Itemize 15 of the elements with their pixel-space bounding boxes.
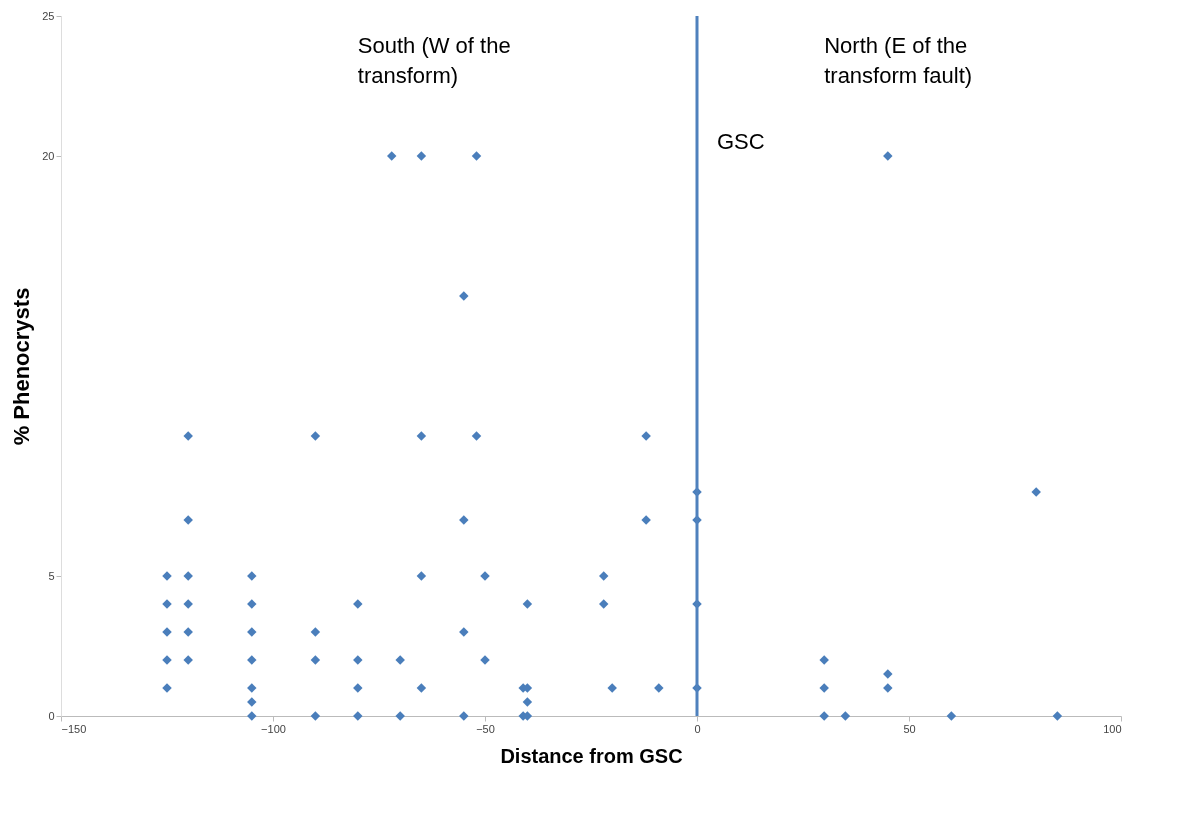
x-tick-label: −150 (61, 722, 87, 735)
x-tick-label: 50 (903, 722, 916, 735)
x-tick-label: −50 (476, 722, 495, 735)
y-axis-title: % Phenocrysts (9, 287, 35, 446)
y-tick-label: 25 (42, 9, 55, 22)
y-tick-label: 20 (42, 149, 55, 162)
y-tick-label: 5 (48, 569, 55, 582)
y-tick-label: 0 (48, 709, 55, 722)
ref-line-label: GSC (717, 129, 765, 154)
x-axis-title: Distance from GSC (500, 744, 683, 767)
annotation: North (E of the transform fault) (824, 33, 973, 88)
x-tick-label: 100 (1103, 722, 1122, 735)
x-tick-label: −100 (261, 722, 286, 735)
annotation: South (W of the transform) (357, 33, 511, 88)
x-tick-label: 0 (694, 722, 701, 735)
